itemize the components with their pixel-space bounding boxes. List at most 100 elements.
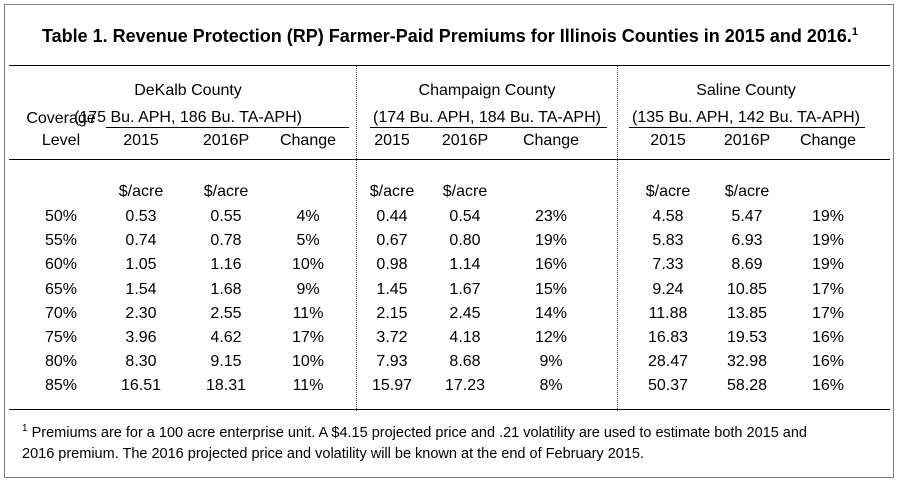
saline-2016p-value: 58.28 [726, 377, 768, 394]
footnote-mark: 1 [22, 423, 28, 434]
champaign-change-value: 8% [539, 377, 563, 394]
table-frame [4, 4, 894, 478]
dekalb-change-value: 10% [291, 256, 325, 273]
table-title: Table 1. Revenue Protection (RP) Farmer-… [0, 26, 900, 47]
county-aph-underline [370, 127, 607, 128]
coverage-level: 75% [44, 329, 78, 346]
champaign-2015-value: 0.67 [376, 232, 408, 249]
dekalb-change-value: 10% [291, 353, 325, 370]
champaign-2015-value: 0.44 [376, 208, 408, 225]
dekalb-2015-value: 1.05 [125, 256, 157, 273]
saline-change-value: 16% [811, 353, 845, 370]
dekalb-2016p-value: 0.78 [210, 232, 242, 249]
dekalb-2015-value: 3.96 [125, 329, 157, 346]
saline-change-value: 19% [811, 208, 845, 225]
county-aph: (135 Bu. APH, 142 Bu. TA-APH) [632, 109, 860, 126]
dekalb-change-value: 5% [296, 232, 320, 249]
champaign-2016p-value: 0.54 [449, 208, 481, 225]
champaign-2016p-value: 2.45 [449, 305, 481, 322]
champaign-2015-value: 0.98 [376, 256, 408, 273]
coverage-level: 60% [44, 256, 78, 273]
column-header-change: Change [522, 132, 580, 149]
county-name: Champaign County [418, 82, 556, 99]
saline-change-value: 19% [811, 256, 845, 273]
dekalb-2016p-value: 9.15 [210, 353, 242, 370]
column-header-change: Change [279, 132, 337, 149]
dekalb-change-value: 11% [292, 377, 324, 394]
county-aph-underline [106, 127, 349, 128]
saline-2015-value: 4.58 [652, 208, 684, 225]
column-header-2016p: 2016P [202, 132, 250, 149]
saline-change-value: 16% [811, 377, 845, 394]
dekalb-2016p-value: 18.31 [205, 377, 247, 394]
column-header-change: Change [799, 132, 857, 149]
column-header-2016p: 2016P [723, 132, 771, 149]
coverage-level: 70% [44, 305, 78, 322]
dekalb-change-value: 11% [292, 305, 324, 322]
saline-2015-value: 7.33 [652, 256, 684, 273]
coverage-header-line-2: Coverage [26, 110, 96, 127]
champaign-change-value: 9% [539, 353, 563, 370]
column-divider-1 [356, 66, 357, 411]
saline-change-value: 16% [811, 329, 845, 346]
saline-2015-value: 50.37 [647, 377, 689, 394]
champaign-change-value: 23% [534, 208, 568, 225]
unit-label: $/acre [203, 183, 249, 200]
champaign-2016p-value: 17.23 [444, 377, 486, 394]
coverage-level: 55% [44, 232, 78, 249]
table-bottom-rule [9, 409, 890, 410]
champaign-2015-value: 1.45 [376, 281, 408, 298]
champaign-2016p-value: 4.18 [449, 329, 481, 346]
unit-label: $/acre [442, 183, 488, 200]
unit-label: $/acre [118, 183, 164, 200]
dekalb-2015-value: 16.51 [120, 377, 162, 394]
saline-2015-value: 5.83 [652, 232, 684, 249]
saline-2015-value: 11.88 [648, 305, 688, 322]
coverage-level: 65% [44, 281, 78, 298]
dekalb-2016p-value: 2.55 [210, 305, 242, 322]
saline-2016p-value: 6.93 [731, 232, 763, 249]
champaign-change-value: 14% [534, 305, 568, 322]
column-header-2015: 2015 [374, 132, 410, 149]
footnote-line-1: Premiums are for a 100 acre enterprise u… [27, 424, 807, 441]
champaign-2015-value: 15.97 [371, 377, 413, 394]
dekalb-2015-value: 2.30 [125, 305, 157, 322]
dekalb-change-value: 9% [296, 281, 320, 298]
saline-2015-value: 16.83 [647, 329, 689, 346]
dekalb-change-value: 17% [291, 329, 325, 346]
county-aph: (175 Bu. APH, 186 Bu. TA-APH) [74, 109, 302, 126]
champaign-2015-value: 7.93 [376, 353, 408, 370]
county-aph: (174 Bu. APH, 184 Bu. TA-APH) [373, 109, 601, 126]
champaign-change-value: 15% [534, 281, 568, 298]
saline-2015-value: 28.47 [647, 353, 689, 370]
dekalb-2016p-value: 1.68 [210, 281, 242, 298]
unit-label: $/acre [645, 183, 691, 200]
unit-label: $/acre [724, 183, 770, 200]
champaign-change-value: 12% [534, 329, 568, 346]
champaign-2016p-value: 1.14 [449, 256, 481, 273]
column-header-2015: 2015 [123, 132, 159, 149]
saline-change-value: 17% [811, 281, 845, 298]
dekalb-2015-value: 8.30 [125, 353, 157, 370]
footnote: 1 Premiums are for a 100 acre enterprise… [22, 418, 882, 465]
dekalb-2015-value: 0.74 [125, 232, 157, 249]
dekalb-2016p-value: 0.55 [210, 208, 242, 225]
saline-change-value: 17% [811, 305, 845, 322]
champaign-2016p-value: 1.67 [449, 281, 481, 298]
coverage-level: 80% [44, 353, 78, 370]
footnote-line-2: 2016 premium. The 2016 projected price a… [22, 445, 644, 462]
coverage-header-line-3: Level [41, 132, 81, 149]
coverage-level: 50% [44, 208, 78, 225]
saline-2016p-value: 5.47 [731, 208, 763, 225]
saline-2016p-value: 8.69 [731, 256, 763, 273]
saline-change-value: 19% [811, 232, 845, 249]
county-aph-underline [629, 127, 865, 128]
column-header-2016p: 2016P [441, 132, 489, 149]
champaign-2016p-value: 8.68 [449, 353, 481, 370]
dekalb-change-value: 4% [296, 208, 320, 225]
column-header-2015: 2015 [650, 132, 686, 149]
county-name: DeKalb County [134, 82, 242, 99]
coverage-level: 85% [44, 377, 78, 394]
champaign-2016p-value: 0.80 [449, 232, 481, 249]
champaign-2015-value: 2.15 [376, 305, 408, 322]
